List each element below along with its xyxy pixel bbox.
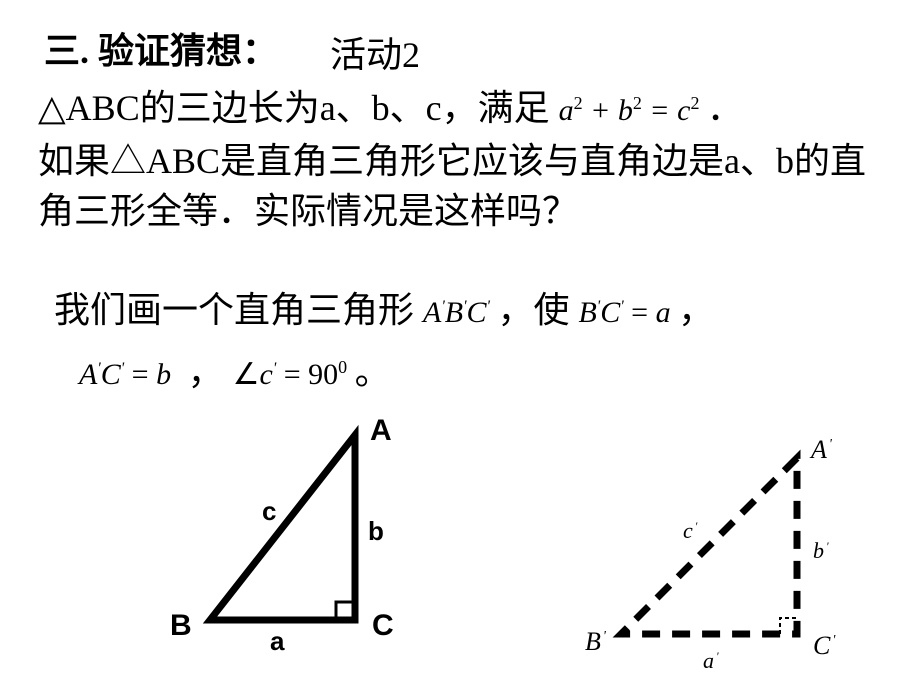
tri1-side-a: a	[270, 626, 285, 656]
p2-t3: ，	[678, 290, 714, 330]
p1-rest: 如果△ABC是直角三角形它应该与直角边是a、b的直角三形全等．实际情况是这样吗？	[38, 141, 866, 231]
angle-c: c	[260, 358, 273, 391]
eq-b: b	[618, 94, 633, 127]
triangle-abc: A B C c b a	[150, 410, 470, 670]
eq1-C: C	[600, 296, 620, 329]
paragraph-2: 我们画一个直角三角形 A'B'C' ，使 B'C' = a ， A'C' = b…	[54, 280, 894, 402]
eq-b-pow: 2	[633, 93, 642, 113]
eq-angle-c: ∠c' = 900	[233, 358, 355, 391]
tri1-side-c: c	[262, 496, 276, 526]
p2-B: B	[445, 296, 463, 329]
angle-sym: ∠	[233, 358, 260, 391]
tri2-label-b: B'	[585, 627, 607, 656]
p2-A: A	[423, 296, 441, 329]
tri1-label-b: B	[170, 609, 192, 642]
p2-t2: ，使	[497, 290, 569, 330]
eq-plus: +	[583, 94, 618, 127]
p2-t1: 我们画一个直角三角形	[54, 290, 423, 330]
eq-bc-a: B'C' = a	[578, 296, 678, 329]
angle-90: 90	[308, 358, 338, 391]
eq-eq: =	[642, 94, 677, 127]
tri2-side-b: b'	[813, 538, 829, 563]
angle-eq: =	[276, 358, 308, 391]
eq-a: a	[559, 94, 574, 127]
tri2-label-a: A'	[809, 438, 833, 464]
tri-name: A'B'C'	[423, 296, 497, 329]
eq1-rhs: a	[656, 296, 671, 329]
eq-c: c	[677, 94, 690, 127]
eq2-eq: =	[124, 358, 156, 391]
p2-C: C	[467, 296, 487, 329]
p2-t5: 。	[355, 352, 391, 392]
eq-ac-b: A'C' = b	[72, 358, 179, 391]
triangle-a1b1c1: A' B' C' c' b' a'	[575, 438, 885, 678]
p2-t4: ，	[188, 352, 224, 392]
tri1-label-a: A	[370, 414, 392, 447]
paragraph-1: △ABC的三边长为a、b、c，满足 a2 + b2 = c2 ． 如果△ABC是…	[38, 78, 888, 236]
activity-label: 活动2	[330, 26, 420, 78]
tri2-shape	[621, 458, 797, 634]
tri1-side-b: b	[368, 516, 384, 546]
eq2-rhs: b	[156, 358, 171, 391]
eq1-eq: =	[624, 296, 656, 329]
tri2-side-a: a'	[703, 648, 719, 673]
tri2-label-c: C'	[813, 631, 836, 660]
tri1-shape	[210, 435, 355, 620]
p2-C-prime: '	[487, 298, 490, 315]
eq-c-pow: 2	[691, 93, 700, 113]
tri1-label-c: C	[372, 609, 394, 642]
eq2-C: C	[101, 358, 121, 391]
tri2-side-c: c'	[683, 518, 698, 543]
slide-page: 三. 验证猜想： 活动2 △ABC的三边长为a、b、c，满足 a2 + b2 =…	[0, 0, 920, 690]
angle-deg: 0	[338, 357, 347, 377]
equation-a2b2c2: a2 + b2 = c2	[559, 94, 707, 127]
eq2-A: A	[79, 358, 97, 391]
p1-period: ．	[707, 88, 743, 128]
eq-a-pow: 2	[574, 93, 583, 113]
eq1-B: B	[578, 296, 596, 329]
section-heading: 三. 验证猜想：	[44, 22, 278, 74]
p1-pre: △ABC的三边长为a、b、c，满足	[38, 88, 559, 128]
section-label: 三. 验证猜想：	[44, 31, 278, 71]
